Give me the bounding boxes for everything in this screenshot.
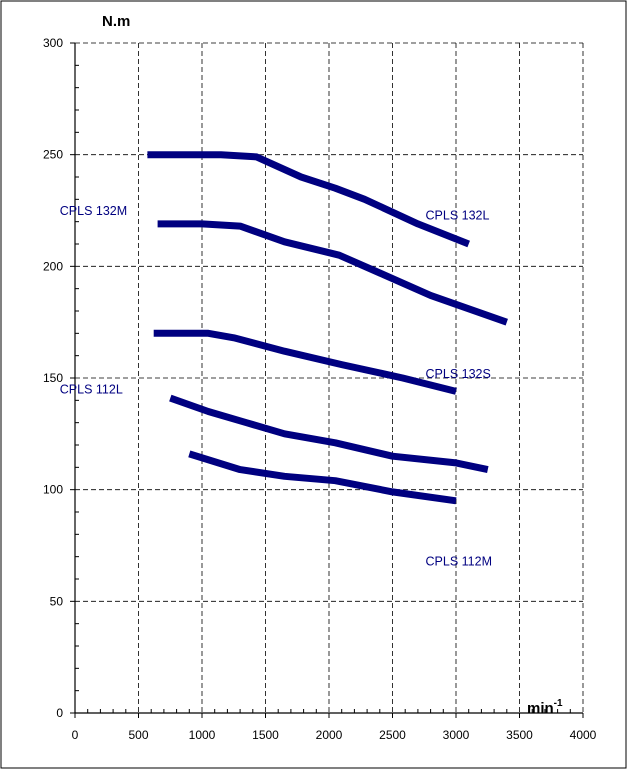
y-tick-label: 100 [43,483,63,497]
series-line-cpls-112l [169,394,489,474]
y-tick-label: 50 [50,594,64,608]
series-line-cpls-132s [153,329,457,395]
series-label-cpls-132m: CPLS 132M [60,204,127,218]
series-line-cpls-112m [188,450,457,505]
x-tick-label: 2500 [379,728,406,742]
series-label-cpls-132s: CPLS 132S [426,367,491,381]
y-tick-label: 250 [43,148,63,162]
x-tick-label: 0 [72,728,79,742]
series-labels: CPLS 132L CPLS 132M CPLS 132S CPLS 112L CPLS… [60,204,492,569]
series-line-cpls-132l [147,151,470,248]
x-tick-label: 1500 [252,728,279,742]
series-line-cpls-132m [157,220,508,326]
x-tick-label: 3000 [443,728,470,742]
y-tick-label: 300 [43,36,63,50]
x-axis-unit-base: min [527,700,554,717]
y-tick-label: 0 [56,706,63,720]
x-axis-unit-exponent: -1 [554,698,563,709]
y-tick-label: 200 [43,259,63,273]
series-label-cpls-112l: CPLS 112L [60,383,123,397]
y-axis-unit-label: N.m [102,13,130,30]
x-tick-label: 1000 [189,728,216,742]
x-tick-label: 3500 [506,728,533,742]
axes: N.m min-1 0 500 1000 1500 2000 2500 3000 3500 40… [43,13,597,742]
series-label-cpls-132l: CPLS 132L [426,208,490,222]
series-lines [147,151,508,505]
grid-lines [75,42,584,713]
x-tick-label: 2000 [316,728,343,742]
y-tick-label: 150 [43,371,63,385]
series-label-cpls-112m: CPLS 112M [426,555,492,569]
x-tick-label: 500 [128,728,148,742]
x-axis-unit-label: min-1 [527,698,563,717]
x-tick-label: 4000 [570,728,597,742]
